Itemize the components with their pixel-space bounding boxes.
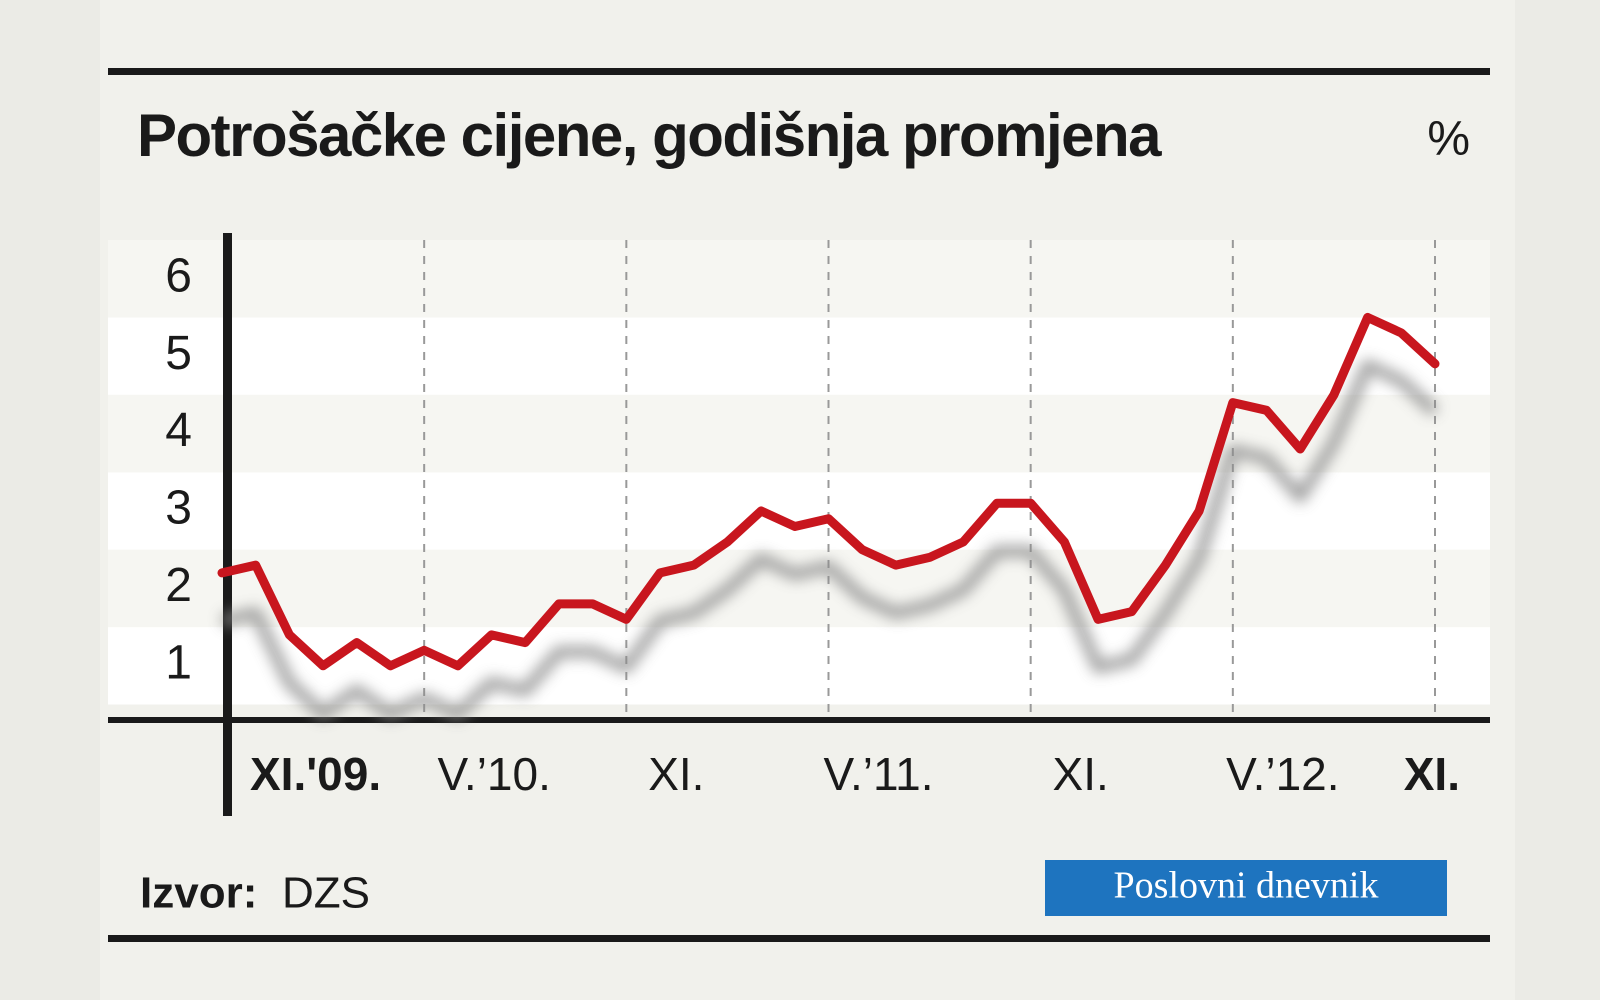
grid-band: [108, 240, 1490, 318]
y-tick-label: 2: [165, 559, 192, 612]
y-tick-label: 4: [165, 404, 192, 457]
x-tick-label: V.’10.: [437, 748, 550, 800]
grid-band: [108, 549, 1490, 628]
x-tick-label: XI.: [1404, 748, 1460, 800]
x-tick-label: XI.: [648, 748, 704, 800]
line: [217, 312, 1440, 671]
chart-title: Potrošačke cijene, godišnja promjena: [137, 102, 1162, 169]
grid-band: [108, 317, 1490, 395]
plot: 1 2 3 4 5 6 XI.'09. V.’10. XI. V.’11. XI. V.’12. XI.: [108, 233, 1490, 816]
grid-band: [108, 472, 1490, 550]
source-label: Izvor:: [140, 869, 257, 918]
y-tick-label: 6: [165, 249, 192, 302]
source: DZS: [282, 869, 370, 918]
x-tick-label: XI.: [1053, 748, 1109, 800]
x-axis: [108, 717, 1490, 723]
top-rule: [108, 68, 1490, 75]
brand: Poslovni dnevnik: [1114, 865, 1379, 907]
x-tick-label: XI.'09.: [250, 748, 381, 800]
unit-label: %: [1427, 113, 1470, 166]
y-tick-label: 3: [165, 482, 192, 535]
bottom-rule: [108, 935, 1490, 942]
y-axis: [223, 233, 232, 816]
x-tick-label: V.’11.: [824, 748, 934, 800]
x-tick-label: V.’12.: [1226, 748, 1339, 800]
y-tick-label: 5: [165, 327, 192, 380]
brand-box: [1045, 860, 1447, 916]
y-tick-label: 1: [165, 636, 192, 689]
line-shadow: [220, 359, 1440, 720]
grid-band: [108, 627, 1490, 705]
